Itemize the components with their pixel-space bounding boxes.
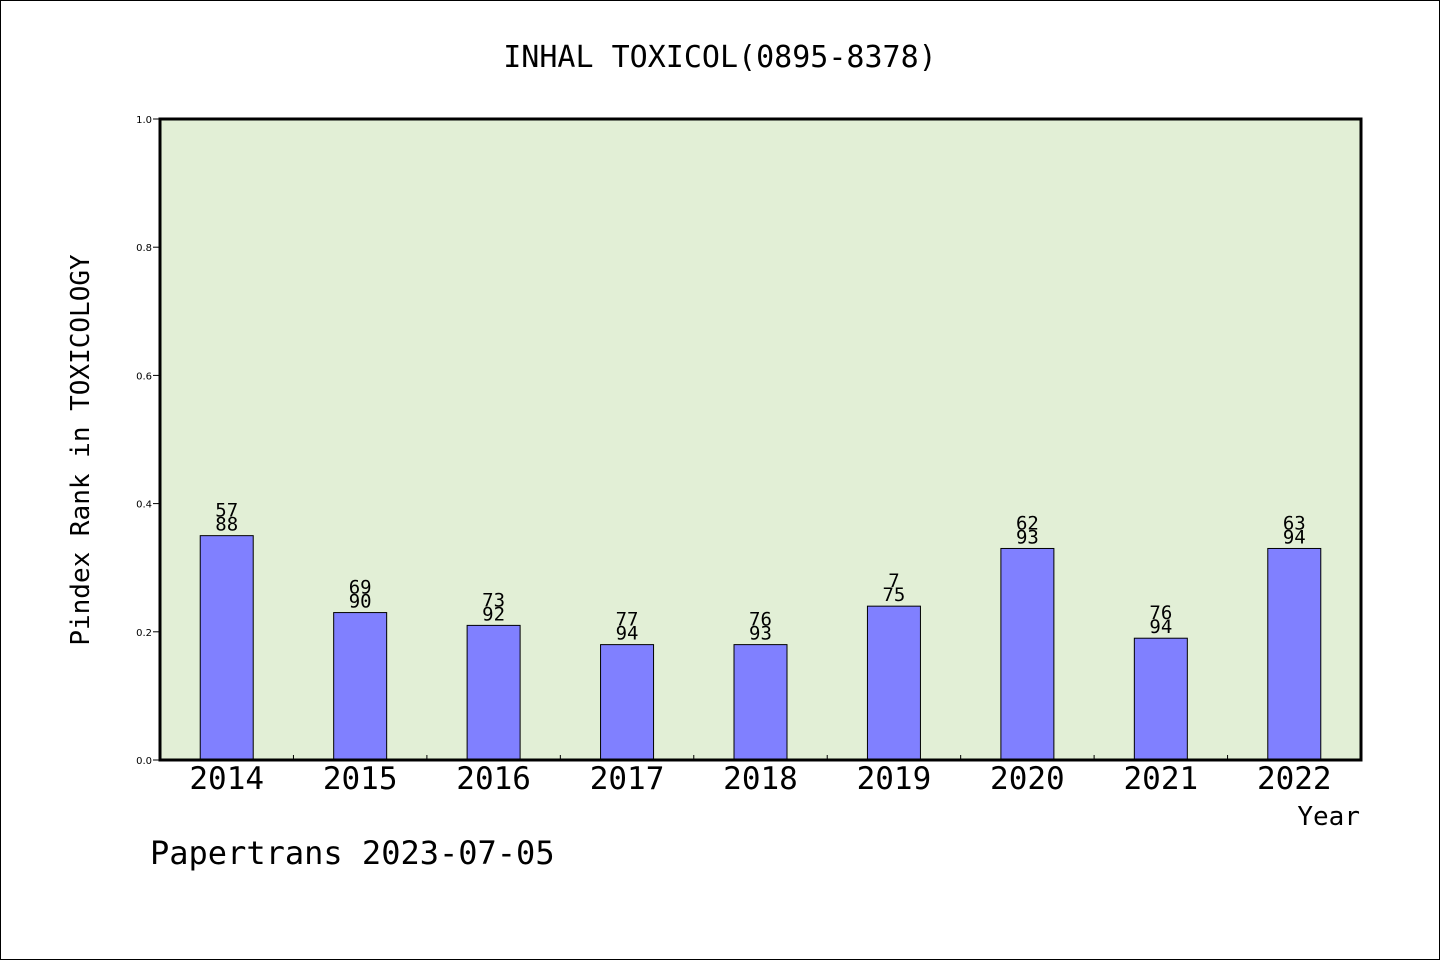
- x-tick-label: 2019: [857, 761, 932, 797]
- x-tick-label: 2015: [323, 761, 398, 797]
- bar-label-rank: 76: [1149, 602, 1172, 624]
- x-tick-label: 2020: [990, 761, 1065, 797]
- chart-title: INHAL TOXICOL(0895-8378): [503, 40, 936, 75]
- x-axis: 2014 2015 2016 2017 2018 2019 2020 2021 2022: [189, 755, 1332, 797]
- bar-label-rank: 73: [482, 589, 505, 611]
- bar-2016: [466, 624, 521, 761]
- bar-label-rank: 57: [215, 500, 238, 522]
- y-tick-label: 0.4: [136, 500, 152, 511]
- y-axis-label: Pindex Rank in TOXICOLOGY: [66, 254, 96, 646]
- bar-label-rank: 77: [616, 609, 639, 631]
- bar-2019: [866, 605, 921, 761]
- bar-label-total: 88: [215, 514, 238, 536]
- bar-2015: [333, 612, 388, 761]
- bar-label-total: 93: [749, 623, 772, 645]
- x-tick-label: 2014: [189, 761, 264, 797]
- bar-label-total: 94: [1149, 616, 1172, 638]
- bars: [199, 535, 1322, 761]
- bar-label-rank: 62: [1016, 512, 1039, 534]
- plot-border: [158, 117, 1363, 762]
- y-tick-label: 0.2: [136, 628, 152, 639]
- bar-2021: [1133, 637, 1188, 761]
- bar-label-total: 90: [349, 591, 372, 613]
- bar-label-total: 75: [882, 584, 905, 606]
- bar-label-total: 93: [1016, 526, 1039, 548]
- x-tick-label: 2016: [456, 761, 531, 797]
- y-tick-label: 0.0: [136, 756, 152, 767]
- bar-label-rank: 7: [888, 570, 899, 592]
- y-axis: 0.0 0.2 0.4 0.6 0.8 1.0: [136, 115, 160, 767]
- bar-label-total: 94: [616, 623, 639, 645]
- y-tick-label: 0.8: [136, 243, 152, 254]
- x-tick-label: 2021: [1124, 761, 1199, 797]
- bar-label-rank: 76: [749, 609, 772, 631]
- bar-label-rank: 63: [1283, 512, 1306, 534]
- bar-label-rank: 69: [349, 577, 372, 599]
- bar-label-total: 94: [1283, 526, 1306, 548]
- bar-2020: [1000, 547, 1055, 761]
- y-tick-label: 0.6: [136, 371, 152, 382]
- bar-2022: [1267, 547, 1322, 761]
- footer-text: Papertrans 2023-07-05: [150, 834, 555, 872]
- bar-2017: [600, 644, 655, 761]
- x-tick-label: 2018: [723, 761, 798, 797]
- bar-2018: [733, 644, 788, 761]
- bar-2014: [199, 535, 254, 761]
- x-tick-label: 2017: [590, 761, 665, 797]
- x-axis-label: Year: [1297, 802, 1360, 832]
- bar-label-total: 92: [482, 603, 505, 625]
- y-tick-label: 1.0: [136, 115, 152, 126]
- x-tick-label: 2022: [1257, 761, 1332, 797]
